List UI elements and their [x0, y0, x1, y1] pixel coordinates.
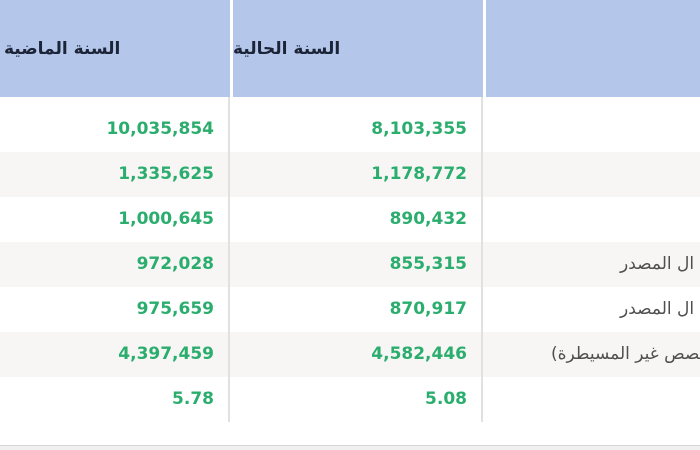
- current-year-value: 890,432: [389, 209, 467, 229]
- row-label-truncated: ال المصدر: [620, 254, 695, 274]
- current-year-value: 870,917: [389, 299, 467, 319]
- table-row: 10,035,854 8,103,355: [0, 107, 700, 152]
- current-year-value: 8,103,355: [371, 119, 467, 139]
- table-row: 1,000,645 890,432: [0, 197, 700, 242]
- header-cell-row-labels: [486, 0, 700, 97]
- previous-year-value: 4,397,459: [118, 344, 214, 364]
- previous-year-value: 1,335,625: [118, 164, 214, 184]
- column-divider: [481, 97, 483, 422]
- previous-year-value: 972,028: [136, 254, 214, 274]
- header-cell-current-year: السنة الحالية: [233, 0, 483, 97]
- row-label-truncated: ال المصدر: [620, 299, 695, 319]
- current-year-value: 855,315: [389, 254, 467, 274]
- table-row: 5.78 5.08: [0, 377, 700, 422]
- previous-year-header-label: السنة الماضية: [4, 38, 121, 59]
- previous-year-value: 5.78: [172, 389, 214, 409]
- table-row: 972,028 855,315 ال المصدر: [0, 242, 700, 287]
- current-year-value: 1,178,772: [371, 164, 467, 184]
- row-label-truncated: ـصص غير المسيطرة): [551, 344, 700, 364]
- table-header-row: السنة الماضية السنة الحالية: [0, 0, 700, 97]
- previous-year-value: 975,659: [136, 299, 214, 319]
- previous-year-value: 1,000,645: [118, 209, 214, 229]
- table-row: 975,659 870,917 ال المصدر: [0, 287, 700, 332]
- current-year-value: 5.08: [425, 389, 467, 409]
- current-year-value: 4,582,446: [371, 344, 467, 364]
- bottom-strip: [0, 445, 700, 450]
- header-cell-previous-year: السنة الماضية: [0, 0, 230, 97]
- column-divider: [228, 97, 230, 422]
- previous-year-value: 10,035,854: [106, 119, 214, 139]
- table-row: 4,397,459 4,582,446 ـصص غير المسيطرة): [0, 332, 700, 377]
- table-row: 1,335,625 1,178,772: [0, 152, 700, 197]
- current-year-header-label: السنة الحالية: [233, 38, 341, 59]
